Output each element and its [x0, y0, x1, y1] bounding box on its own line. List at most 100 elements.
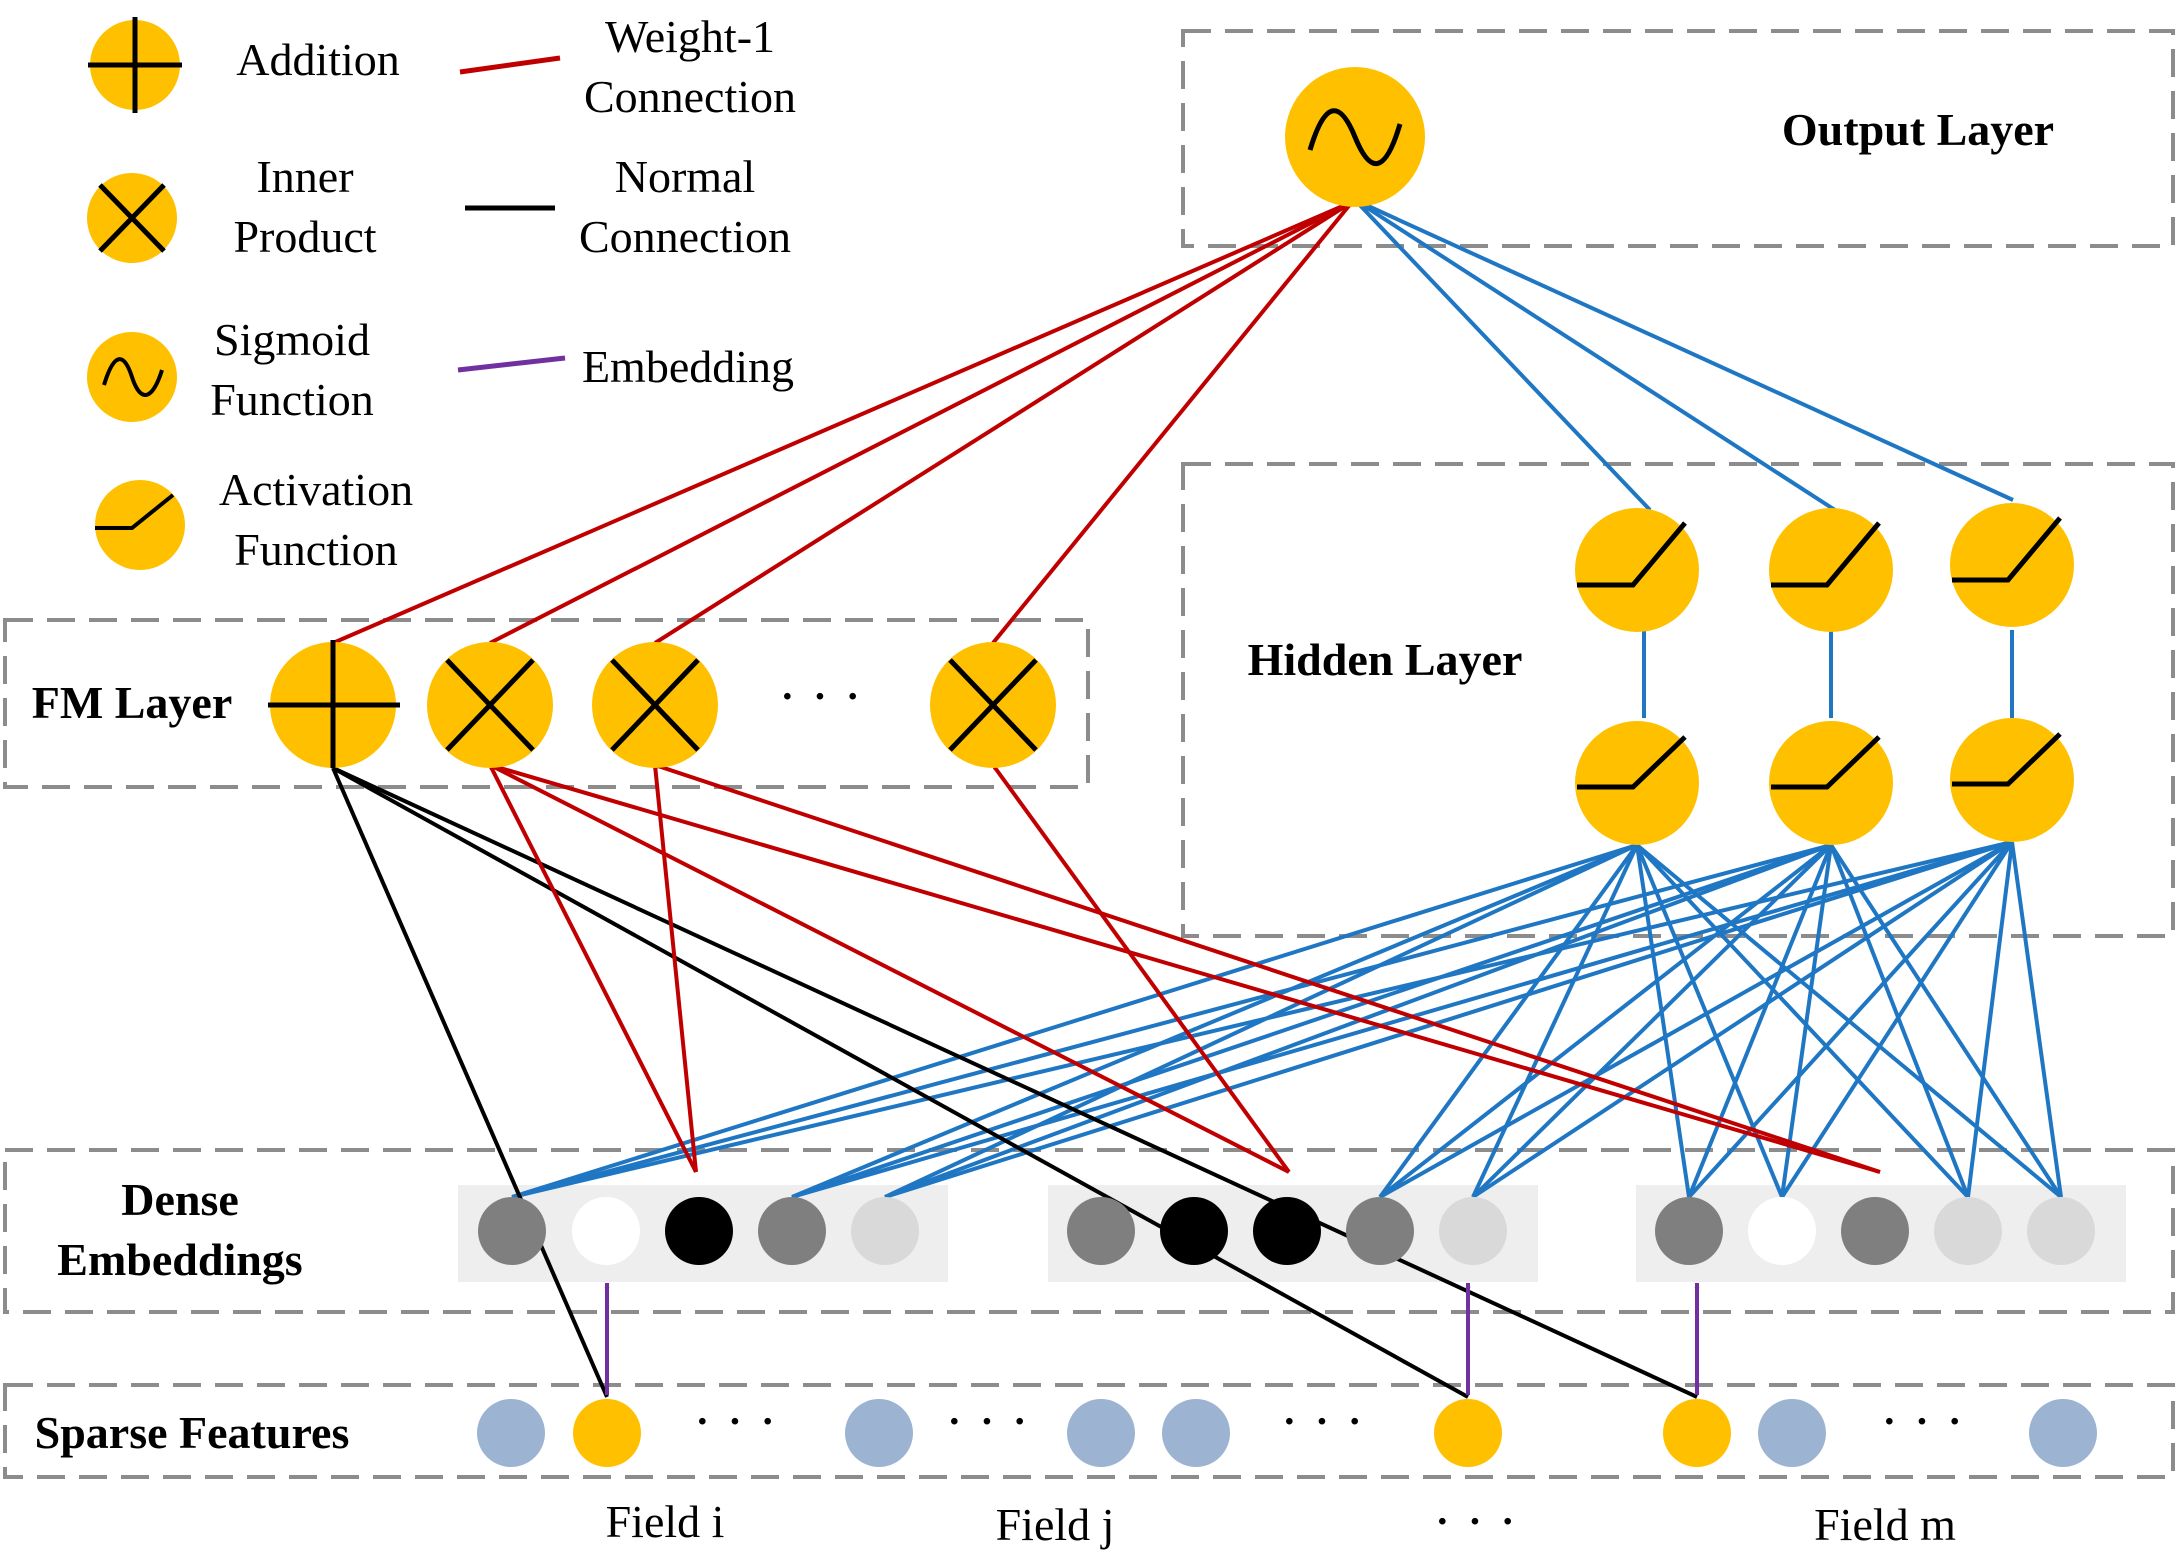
sparse-node-active: [573, 1399, 641, 1467]
output-node: [1285, 67, 1425, 207]
embedding-node: [1253, 1197, 1321, 1265]
embedding-node: [1439, 1197, 1507, 1265]
fm-layer-box: [3, 618, 1090, 789]
legend-activation-label-2: Function: [234, 524, 398, 575]
dense-hidden-link: [884, 843, 1638, 1199]
legend-normal-label-1: Normal: [615, 151, 756, 202]
legend-weight1-label-2: Connection: [584, 71, 796, 122]
dense-to-hidden-links: [511, 840, 2063, 1199]
embedding-node: [1067, 1197, 1135, 1265]
dense-hidden-link: [511, 843, 1638, 1199]
embedding-node: [1160, 1197, 1228, 1265]
dense-hidden-link: [1829, 843, 2063, 1199]
dense-hidden-link: [1635, 843, 1970, 1199]
sigmoid-icon: [87, 332, 177, 422]
weight1-connections: [332, 200, 1881, 1174]
dense-hidden-link: [1379, 840, 2013, 1199]
dense-hidden-link: [511, 843, 1832, 1199]
dense-hidden-link: [1687, 844, 1833, 1198]
legend-sigmoid-label-2: Function: [210, 374, 374, 425]
field-i-label: Field i: [606, 1496, 725, 1547]
dense-hidden-link: [1378, 843, 1639, 1199]
activation-icon: [95, 480, 185, 570]
sparse-ellipses: · · · · · · · · · · · ·: [693, 1391, 1964, 1453]
fields-ellipsis: · · ·: [1433, 1491, 1517, 1553]
embedding-node: [1748, 1197, 1816, 1265]
addition-icon: [88, 17, 182, 113]
dense-layer-box: [3, 1148, 2175, 1314]
legend-addition-label: Addition: [236, 34, 400, 85]
hidden-node: [1769, 508, 1893, 632]
sparse-node: [1162, 1399, 1230, 1467]
fm-ellipsis: · · ·: [778, 666, 862, 728]
fm-nodes: [268, 640, 1056, 768]
embedding-node: [665, 1197, 733, 1265]
embedding-node: [1841, 1197, 1909, 1265]
dense-hidden-link: [1635, 844, 1691, 1198]
sparse-layer-label: Sparse Features: [35, 1407, 350, 1458]
sparse-node: [845, 1399, 913, 1467]
legend-normal-label-2: Connection: [579, 211, 791, 262]
dense-hidden-link: [791, 843, 1832, 1199]
output-layer-box: [1181, 29, 2175, 248]
fm-layer-label: FM Layer: [32, 677, 233, 728]
embedding-arrow-icon: [457, 355, 566, 373]
fm-inner-product-node: [930, 642, 1056, 768]
dense-hidden-link: [1635, 844, 1784, 1198]
legend-sigmoid-label-1: Sigmoid: [214, 314, 370, 365]
dense-hidden-link: [1966, 841, 2014, 1198]
embedding-arrows: [604, 1282, 1700, 1395]
sparse-ellipsis: · · ·: [1880, 1391, 1964, 1453]
sparse-ellipsis: · · ·: [1280, 1391, 1364, 1453]
field-m-label: Field m: [1814, 1499, 1956, 1550]
hidden-output-links: [1353, 198, 2014, 718]
weight1-arrow-icon: [459, 55, 561, 75]
legend-inner-product-label-2: Product: [233, 211, 376, 262]
sparse-node-active: [1434, 1399, 1502, 1467]
dense-embedding-nodes: [478, 1197, 2095, 1265]
sparse-node: [477, 1399, 545, 1467]
dense-hidden-link: [1687, 840, 2014, 1199]
sparse-node: [1758, 1399, 1826, 1467]
dense-hidden-link: [1471, 840, 2014, 1199]
fm-inner-product-node: [427, 642, 553, 768]
layer-boxes: [3, 29, 2175, 1479]
hidden-node: [1575, 721, 1699, 845]
dense-layer-label-2: Embeddings: [57, 1234, 302, 1285]
hidden-node: [1950, 718, 2074, 842]
embedding-node: [1934, 1197, 2002, 1265]
dense-hidden-link: [1378, 843, 1833, 1199]
dense-hidden-link: [1780, 844, 1833, 1198]
hidden-layer-label: Hidden Layer: [1248, 634, 1523, 685]
dense-hidden-link: [1635, 843, 2063, 1199]
field-j-label: Field j: [996, 1499, 1115, 1550]
hidden-nodes: [1575, 503, 2074, 845]
dense-hidden-link: [1829, 844, 1970, 1198]
embedding-node: [851, 1197, 919, 1265]
dense-hidden-link: [1471, 844, 1639, 1198]
embedding-node: [758, 1197, 826, 1265]
sparse-ellipsis: · · ·: [945, 1391, 1029, 1453]
dense-hidden-link: [791, 843, 1638, 1199]
legend-weight1-label-1: Weight-1: [605, 11, 775, 62]
legend-activation-label-1: Activation: [219, 464, 413, 515]
hidden-layer-box: [1181, 462, 2175, 938]
sparse-ellipsis: · · ·: [693, 1391, 777, 1453]
hidden-node: [1950, 503, 2074, 627]
dense-layer-label-1: Dense: [121, 1174, 239, 1225]
dense-hidden-link: [791, 840, 2013, 1199]
inner-product-icon: [87, 173, 177, 263]
hidden-node: [1769, 721, 1893, 845]
sparse-layer-box: [3, 1383, 2175, 1479]
output-layer-label: Output Layer: [1782, 104, 2054, 155]
fm-inner-product-node: [592, 642, 718, 768]
legend-embedding-label: Embedding: [582, 341, 794, 392]
embedding-node: [1346, 1197, 1414, 1265]
sparse-node: [1067, 1399, 1135, 1467]
embedding-node: [478, 1197, 546, 1265]
sparse-node: [2029, 1399, 2097, 1467]
legend: Addition Inner Product Sigmoid Function …: [87, 11, 796, 575]
dense-hidden-link: [2010, 841, 2063, 1198]
hidden-node: [1575, 508, 1699, 632]
